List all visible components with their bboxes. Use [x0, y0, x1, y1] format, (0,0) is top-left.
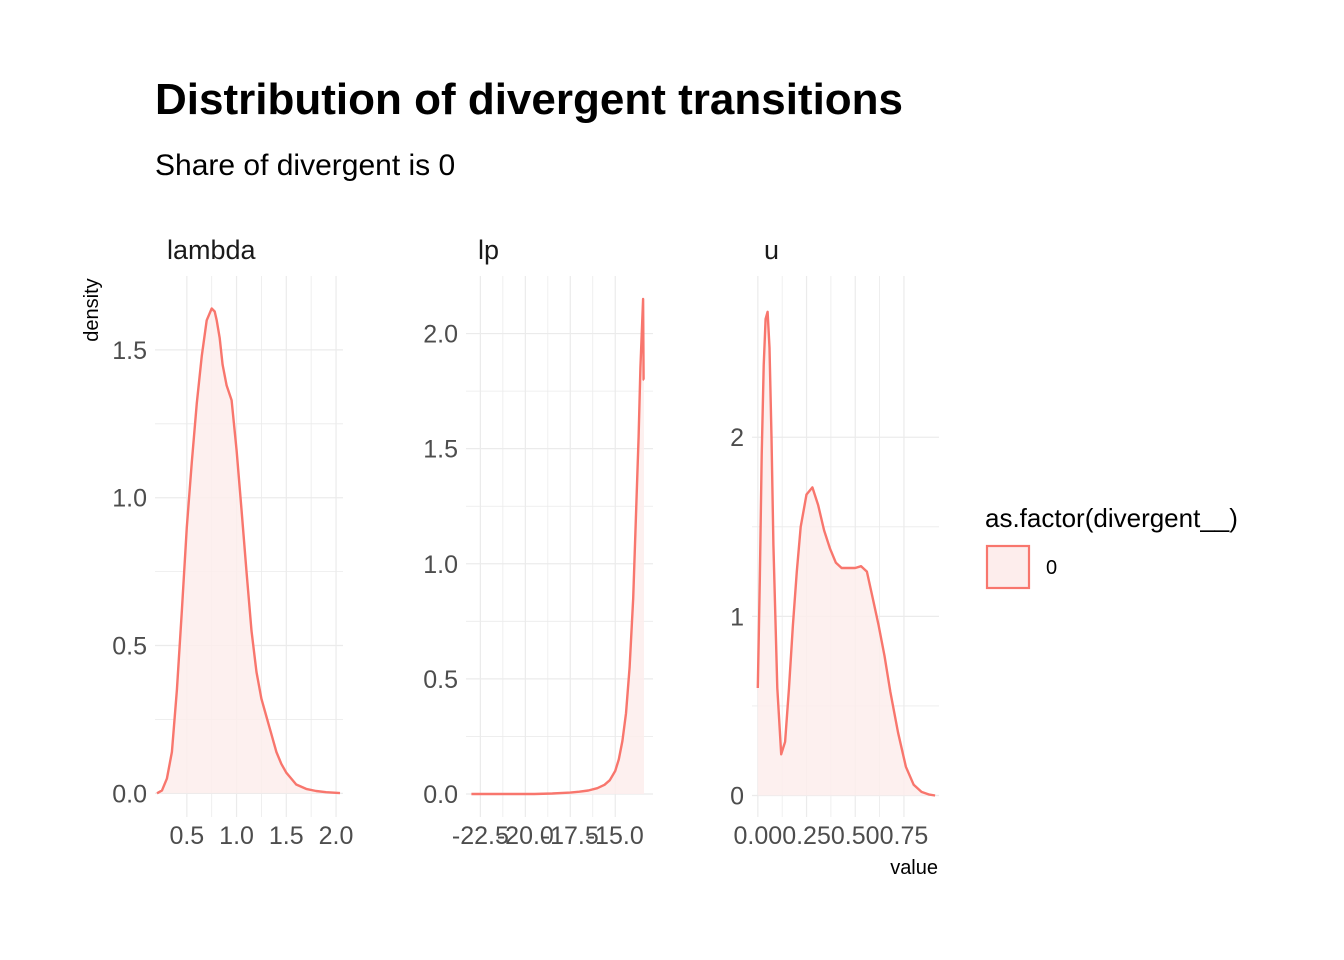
facet-panels: lambda 0.5 1.0 1.5 2.0 0.0 0.5 1.0 1.5 lp -22.5-20… [112, 235, 939, 850]
y-tick-label: 1.5 [112, 337, 147, 365]
x-tick-label: 0.5 [169, 822, 204, 850]
x-tick-label: 0.00 [734, 822, 783, 850]
facet-panel-u: u 0.00 0.25 0.50 0.75 0 1 2 [730, 235, 939, 850]
x-tick-label: 1.5 [269, 822, 304, 850]
y-tick-label: 1.5 [423, 436, 458, 464]
x-axis-label: value [890, 857, 938, 879]
density-area-0 [757, 311, 936, 796]
chart-title: Distribution of divergent transitions [155, 75, 903, 124]
x-tick-label: -22.5 [452, 822, 509, 850]
density-line-0 [756, 310, 936, 797]
legend-label: 0 [1046, 557, 1057, 579]
y-axis-label: density [81, 278, 103, 341]
x-tick-label: -20.0 [497, 822, 554, 850]
y-tick-label: 1.0 [112, 485, 147, 513]
legend: as.factor(divergent__) 0 [985, 503, 1238, 590]
facet-panel-lambda: lambda 0.5 1.0 1.5 2.0 0.0 0.5 1.0 1.5 [112, 235, 353, 850]
density-area-0 [157, 308, 340, 794]
x-tick-label: 0.25 [782, 822, 831, 850]
y-tick-label: 2.0 [423, 321, 458, 349]
x-tick-label: 1.0 [219, 822, 254, 850]
y-tick-label: 0.0 [423, 781, 458, 809]
facet-strip-label: lambda [167, 235, 257, 265]
x-tick-label: 0.75 [880, 822, 929, 850]
x-tick-label: 0.50 [831, 822, 880, 850]
y-tick-label: 0.5 [423, 666, 458, 694]
legend-title: as.factor(divergent__) [985, 503, 1238, 533]
y-tick-label: 0 [730, 783, 744, 811]
y-tick-label: 1 [730, 603, 744, 631]
x-tick-label: -15.0 [587, 822, 644, 850]
y-tick-label: 0.5 [112, 633, 147, 661]
chart-subtitle: Share of divergent is 0 [155, 149, 455, 182]
facet-strip-label: u [764, 235, 779, 265]
y-tick-label: 2 [730, 424, 744, 452]
legend-key [985, 544, 1031, 590]
density-area-0 [471, 299, 644, 794]
density-line-0 [156, 307, 341, 795]
x-tick-label: -17.5 [542, 822, 599, 850]
x-tick-label: 2.0 [319, 822, 354, 850]
facet-panel-lp: lp -22.5-20.0-17.5-15.0 0.0 0.5 1.0 1.5 2.0 [423, 235, 653, 850]
y-tick-label: 0.0 [112, 780, 147, 808]
density-line-0 [471, 297, 645, 796]
facet-strip-label: lp [478, 235, 499, 265]
y-tick-label: 1.0 [423, 551, 458, 579]
